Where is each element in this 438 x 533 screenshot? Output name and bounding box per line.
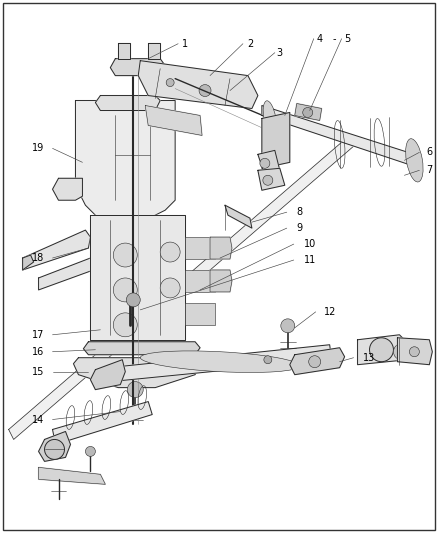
Bar [185, 270, 215, 292]
Polygon shape [397, 338, 432, 365]
Polygon shape [53, 401, 152, 445]
Polygon shape [258, 168, 285, 190]
Polygon shape [75, 101, 175, 220]
Text: 16: 16 [32, 347, 45, 357]
Circle shape [303, 108, 313, 117]
Text: 11: 11 [304, 255, 316, 265]
Text: 7: 7 [426, 165, 432, 175]
Polygon shape [39, 467, 106, 484]
Circle shape [263, 175, 273, 185]
Text: 10: 10 [304, 239, 316, 249]
Polygon shape [225, 205, 252, 228]
Circle shape [410, 347, 419, 357]
Circle shape [160, 278, 180, 298]
Polygon shape [290, 348, 345, 375]
Text: 18: 18 [32, 253, 45, 263]
Polygon shape [9, 135, 355, 439]
Circle shape [113, 243, 137, 267]
Text: 17: 17 [32, 330, 45, 340]
Polygon shape [210, 237, 232, 259]
Text: 12: 12 [323, 307, 336, 317]
Polygon shape [23, 230, 90, 270]
Bar [185, 303, 215, 325]
Circle shape [127, 382, 143, 398]
Text: 15: 15 [32, 367, 45, 377]
Polygon shape [74, 358, 200, 387]
Text: 8: 8 [297, 207, 303, 217]
Polygon shape [39, 258, 93, 290]
Circle shape [113, 313, 137, 337]
Circle shape [160, 242, 180, 262]
Polygon shape [258, 150, 280, 175]
Bar [185, 237, 215, 259]
Polygon shape [110, 59, 165, 76]
Circle shape [393, 344, 410, 360]
Text: 1: 1 [182, 39, 188, 49]
Text: 2: 2 [247, 39, 253, 49]
Circle shape [166, 78, 174, 86]
Ellipse shape [406, 139, 423, 182]
Polygon shape [90, 215, 185, 340]
Polygon shape [210, 270, 232, 292]
Text: 3: 3 [277, 47, 283, 58]
Text: 13: 13 [364, 353, 376, 363]
Text: 14: 14 [32, 415, 45, 424]
Polygon shape [90, 360, 125, 390]
Circle shape [126, 293, 140, 307]
Polygon shape [23, 255, 34, 270]
Ellipse shape [140, 351, 300, 373]
Circle shape [85, 447, 95, 456]
Circle shape [309, 356, 321, 368]
Polygon shape [295, 103, 321, 120]
Polygon shape [148, 43, 160, 59]
Polygon shape [138, 61, 258, 109]
Text: 19: 19 [32, 143, 45, 154]
Text: 6: 6 [426, 147, 432, 157]
Circle shape [264, 356, 272, 364]
Circle shape [45, 439, 64, 459]
Polygon shape [357, 335, 410, 365]
Polygon shape [262, 112, 290, 168]
Polygon shape [39, 432, 71, 462]
Circle shape [113, 278, 137, 302]
Polygon shape [108, 345, 332, 382]
Polygon shape [262, 106, 417, 165]
Text: 4: 4 [317, 34, 323, 44]
Polygon shape [53, 178, 82, 200]
Circle shape [281, 319, 295, 333]
Text: -: - [333, 34, 336, 44]
Polygon shape [95, 95, 160, 110]
Circle shape [370, 338, 393, 362]
Ellipse shape [263, 101, 276, 136]
Circle shape [260, 158, 270, 168]
Text: 9: 9 [297, 223, 303, 233]
Polygon shape [145, 106, 202, 135]
Text: 5: 5 [344, 34, 351, 44]
Polygon shape [118, 43, 130, 59]
Circle shape [199, 85, 211, 96]
Polygon shape [83, 342, 200, 355]
